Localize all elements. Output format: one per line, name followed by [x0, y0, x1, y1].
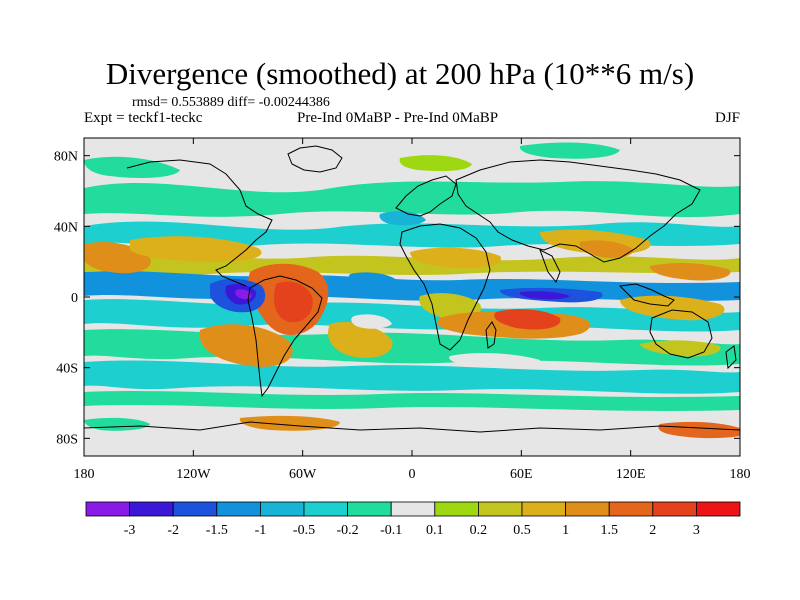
map-axes: 80N 40N 0 40S 80S 180 120W 60W 0 60E 120E 180 [54, 138, 751, 482]
colorbar-swatch [172, 501, 218, 517]
colorbar-label: 0.2 [470, 523, 488, 538]
eurasia-coast [455, 159, 701, 263]
colorbar-label: -1 [255, 523, 267, 538]
colorbar: -3 -2 -1.5 -1 -0.5 -0.2 -0.1 0.1 0.2 0.5 1 1.5 2 3 [85, 501, 741, 538]
colorbar-swatch [434, 501, 479, 517]
coastlines [84, 145, 740, 433]
colorbar-swatch [696, 501, 741, 517]
colorbar-label: -1.5 [206, 523, 228, 538]
colorbar-swatch [259, 501, 305, 517]
colorbar-swatch [652, 501, 697, 517]
colorbar-swatch [129, 501, 174, 517]
colorbar-label: 0.1 [426, 523, 444, 538]
colorbar-label: 3 [693, 523, 700, 538]
europe-coast [395, 175, 457, 217]
experiment-label: Expt = teckf1-teckc [84, 110, 203, 126]
colorbar-label: 2 [649, 523, 656, 538]
new-zealand-coast [725, 345, 737, 370]
divergence-field [84, 142, 740, 439]
colorbar-label: -0.5 [293, 523, 315, 538]
y-tick-label: 80N [54, 150, 78, 165]
y-tick-label: 40S [56, 362, 78, 377]
colorbar-label: 0.5 [513, 523, 531, 538]
colorbar-label: -3 [124, 523, 136, 538]
season-label: DJF [714, 110, 740, 126]
x-tick-label: 120E [616, 467, 646, 482]
comparison-label: Pre-Ind 0MaBP - Pre-Ind 0MaBP [297, 110, 499, 126]
india-coast [539, 248, 561, 283]
colorbar-swatch [390, 501, 436, 517]
map-title: Divergence (smoothed) at 200 hPa (10**6 … [105, 56, 695, 91]
colorbar-label: -0.1 [380, 523, 402, 538]
y-tick-label: 80S [56, 432, 78, 447]
colorbar-label: -2 [167, 523, 179, 538]
colorbar-swatch [347, 501, 392, 517]
colorbar-swatch [477, 501, 523, 517]
y-tick-label: 40N [54, 220, 78, 235]
colorbar-swatch [216, 501, 261, 517]
antarctica-coast [84, 421, 740, 433]
x-tick-label: 60E [510, 467, 533, 482]
x-tick-label: 180 [74, 467, 95, 482]
colorbar-label: 1.5 [600, 523, 618, 538]
colorbar-swatch [85, 501, 130, 517]
x-tick-label: 120W [176, 467, 211, 482]
colorbar-swatch [303, 501, 348, 517]
x-tick-label: 180 [730, 467, 751, 482]
greenland-coast [287, 145, 343, 173]
colorbar-swatch [608, 501, 654, 517]
africa-coast [399, 223, 491, 351]
rmsd-diff-stats: rmsd= 0.553889 diff= -0.00244386 [132, 95, 330, 110]
maritime-continent-coast [618, 283, 675, 307]
madagascar-coast [485, 321, 497, 349]
x-tick-label: 0 [409, 467, 416, 482]
colorbar-label: -0.2 [337, 523, 359, 538]
colorbar-label: 1 [562, 523, 569, 538]
australia-coast [649, 309, 713, 359]
y-tick-label: 0 [71, 291, 78, 306]
north-america-coast [126, 159, 273, 287]
south-america-coast [247, 275, 323, 398]
colorbar-swatch [521, 501, 566, 517]
colorbar-swatch [565, 501, 610, 517]
x-tick-label: 60W [289, 467, 317, 482]
